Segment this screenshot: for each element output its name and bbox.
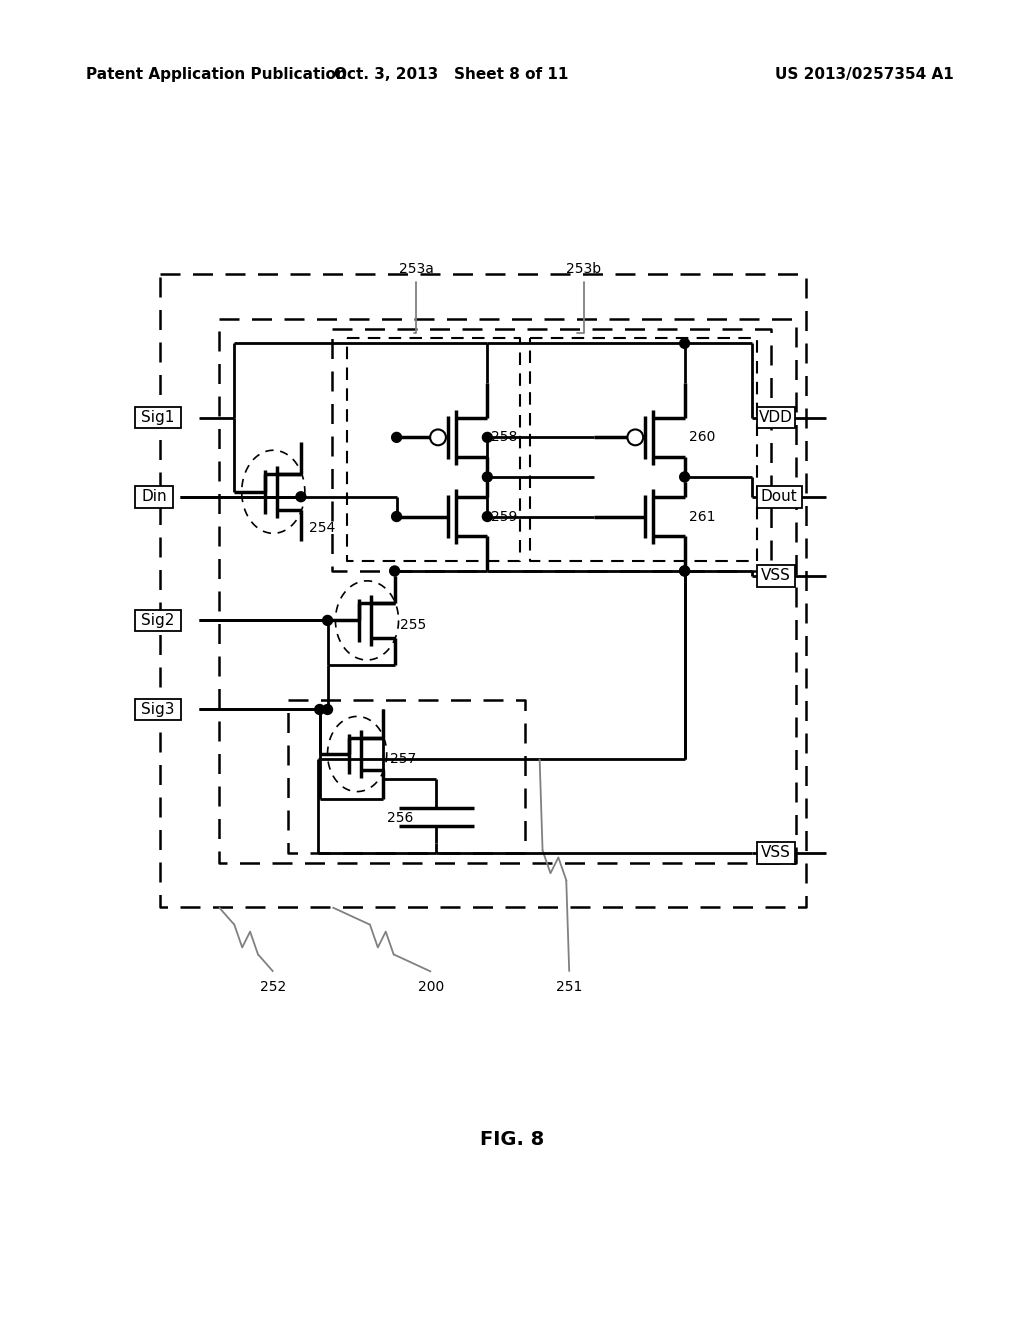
Text: 261: 261 bbox=[688, 510, 715, 524]
Text: 251: 251 bbox=[556, 979, 583, 994]
Circle shape bbox=[680, 566, 689, 576]
Text: 200: 200 bbox=[418, 979, 444, 994]
Bar bbox=[135, 407, 180, 429]
Circle shape bbox=[482, 473, 493, 482]
Text: 257: 257 bbox=[390, 752, 416, 766]
Circle shape bbox=[323, 615, 333, 626]
Circle shape bbox=[391, 512, 401, 521]
Circle shape bbox=[680, 473, 689, 482]
Circle shape bbox=[482, 512, 493, 521]
Circle shape bbox=[391, 433, 401, 442]
Bar bbox=[135, 610, 180, 631]
Circle shape bbox=[314, 705, 325, 714]
Circle shape bbox=[323, 705, 333, 714]
Circle shape bbox=[482, 433, 493, 442]
Text: 254: 254 bbox=[309, 521, 335, 536]
Bar bbox=[757, 407, 795, 429]
Text: 260: 260 bbox=[688, 430, 715, 445]
Text: 253b: 253b bbox=[566, 263, 601, 276]
Text: 252: 252 bbox=[260, 979, 287, 994]
Text: 256: 256 bbox=[387, 812, 413, 825]
Text: Sig2: Sig2 bbox=[141, 612, 174, 628]
Text: Oct. 3, 2013   Sheet 8 of 11: Oct. 3, 2013 Sheet 8 of 11 bbox=[334, 67, 568, 82]
Bar bbox=[135, 698, 180, 721]
Circle shape bbox=[296, 492, 306, 502]
Text: VSS: VSS bbox=[761, 569, 791, 583]
Circle shape bbox=[680, 338, 689, 348]
Text: Sig3: Sig3 bbox=[141, 702, 175, 717]
Bar bbox=[135, 486, 173, 508]
Text: 255: 255 bbox=[399, 618, 426, 632]
Text: 258: 258 bbox=[492, 430, 518, 445]
Circle shape bbox=[390, 566, 399, 576]
Circle shape bbox=[680, 566, 689, 576]
Text: Din: Din bbox=[141, 490, 167, 504]
Text: Dout: Dout bbox=[761, 490, 798, 504]
Text: Patent Application Publication: Patent Application Publication bbox=[86, 67, 346, 82]
Text: VSS: VSS bbox=[761, 845, 791, 861]
Text: Sig1: Sig1 bbox=[141, 411, 174, 425]
Bar bbox=[757, 842, 795, 863]
Text: US 2013/0257354 A1: US 2013/0257354 A1 bbox=[775, 67, 954, 82]
Text: 253a: 253a bbox=[399, 263, 434, 276]
Text: FIG. 8: FIG. 8 bbox=[480, 1130, 544, 1150]
Text: VDD: VDD bbox=[759, 411, 793, 425]
Bar bbox=[757, 565, 795, 587]
Bar bbox=[757, 486, 802, 508]
Text: 259: 259 bbox=[492, 510, 518, 524]
